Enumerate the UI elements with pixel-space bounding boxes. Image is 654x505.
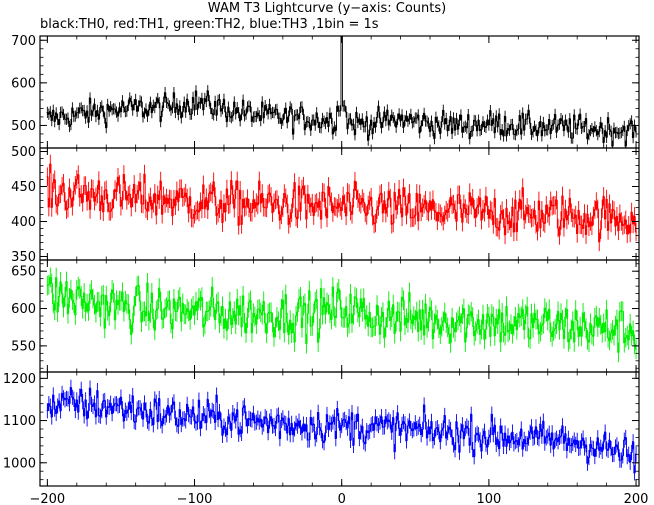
series-TH0-line <box>46 35 637 148</box>
series-TH2-line <box>46 267 637 363</box>
x-tick-label: 200 <box>624 492 649 505</box>
x-tick-label: 100 <box>476 492 501 505</box>
y-tick-label-TH3: 1100 <box>3 414 36 429</box>
y-tick-label-TH3: 1200 <box>3 372 36 387</box>
x-tick-label: −100 <box>177 492 213 505</box>
x-tick-label: 0 <box>338 492 346 505</box>
chart-title: WAM T3 Lightcurve (y−axis: Counts) <box>207 1 447 16</box>
y-tick-label-TH1: 350 <box>11 250 36 265</box>
y-tick-label-TH1: 400 <box>11 215 36 230</box>
y-tick-label-TH2: 550 <box>11 339 36 354</box>
x-tick-label: −200 <box>29 492 65 505</box>
y-tick-label-TH0: 600 <box>11 76 36 91</box>
panel-frame-TH0 <box>39 35 640 149</box>
y-tick-label-TH2: 600 <box>11 302 36 317</box>
y-tick-label-TH2: 650 <box>11 265 36 280</box>
y-tick-label-TH3: 1000 <box>3 456 36 471</box>
series-TH3-line <box>46 379 637 481</box>
y-tick-label-TH0: 700 <box>11 34 36 49</box>
series-TH1-line <box>46 154 637 252</box>
y-tick-label-TH1: 450 <box>11 180 36 195</box>
chart-subtitle: black:TH0, red:TH1, green:TH2, blue:TH3 … <box>40 17 379 32</box>
y-tick-label-TH1: 500 <box>11 145 36 160</box>
y-tick-label-TH0: 500 <box>11 119 36 134</box>
